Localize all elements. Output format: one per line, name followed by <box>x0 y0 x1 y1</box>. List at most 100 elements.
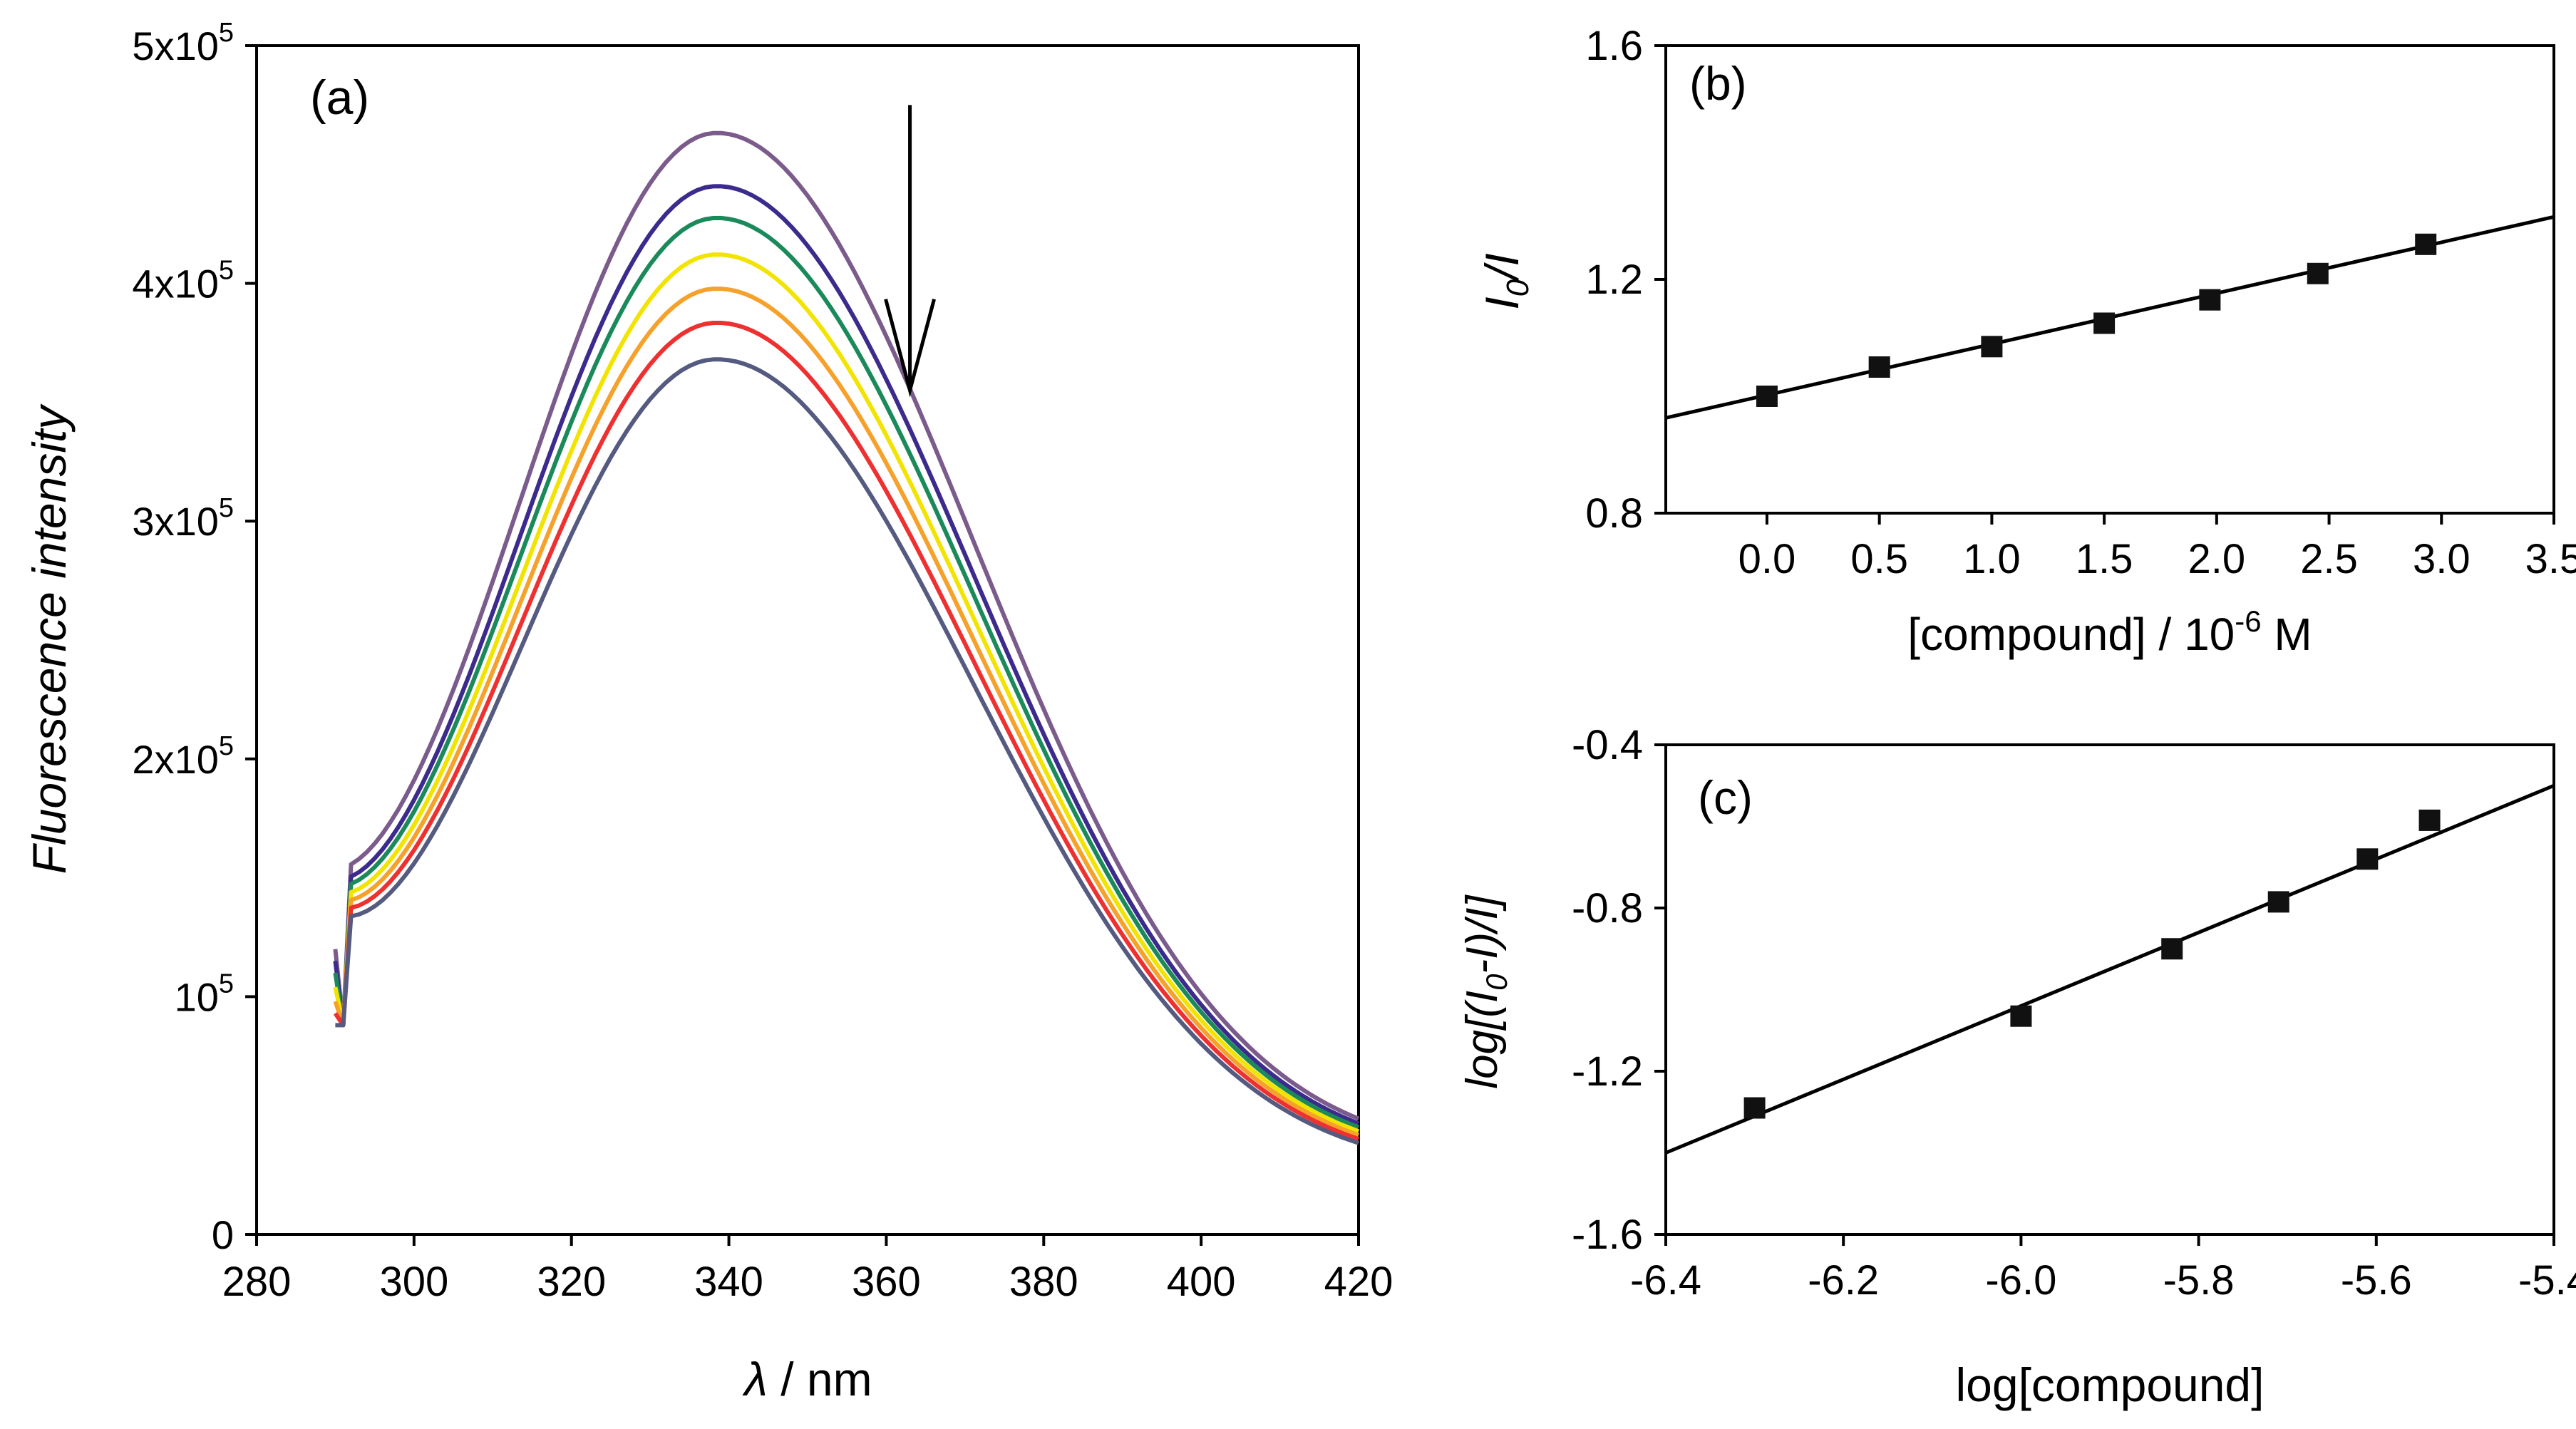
a-y-tick-base: 0 <box>212 1212 234 1257</box>
a-x-tick-label: 400 <box>1167 1259 1236 1305</box>
b-data-point <box>1981 336 2003 358</box>
panel-c-x-axis-label: log[compound] <box>1956 1358 2265 1411</box>
b-data-point <box>1868 356 1890 378</box>
c-x-tick-label: -6.2 <box>1808 1257 1879 1304</box>
quench-arrow-head <box>884 299 936 398</box>
panel-c: -6.4 -6.2 -6.0 -5.8 -5.6 -5.4 -1.6 -1.2 -0.8 -0.4… <box>1458 722 2576 1411</box>
b-xlabel-exp: -6 <box>2235 604 2261 638</box>
panel-b: 0.0 0.5 1.0 1.5 2.0 2.5 3.0 3.50.81.21.6 (b) I0… <box>1475 23 2576 660</box>
b-x-tick-label: 0.5 <box>1850 536 1908 582</box>
a-x-tick-label: 340 <box>694 1259 763 1305</box>
panel-a-plot-frame <box>255 44 1360 1236</box>
c-y-tick-label: -1.6 <box>1572 1212 1643 1258</box>
a-y-tick-exp: 5 <box>219 18 234 48</box>
b-data-point <box>2199 289 2221 311</box>
panel-c-label: (c) <box>1698 771 1753 824</box>
c-y-tick-label: -0.4 <box>1572 722 1643 768</box>
spectrum-curve-2 <box>333 184 1360 1126</box>
b-x-tick-label: 3.5 <box>2525 536 2576 582</box>
a-y-tick-exp: 5 <box>219 731 234 761</box>
b-y-tick-label: 1.6 <box>1585 23 1643 69</box>
a-y-tick-exp: 5 <box>219 493 234 523</box>
b-ylabel-main: I <box>1475 296 1528 309</box>
x-axis-unit: / nm <box>768 1353 872 1405</box>
a-x-tick-label: 360 <box>852 1259 921 1305</box>
panel-a-y-axis-label: Fluorescence intensity <box>23 403 76 875</box>
panel-b-y-axis-label: I0/I <box>1475 253 1535 310</box>
a-y-tick-label: 3x105 <box>132 493 234 544</box>
panel-a: 280 300 320 340 360 380 400 42001052x1053x1054x… <box>23 18 1393 1405</box>
a-y-tick-label: 2x105 <box>132 731 234 782</box>
a-y-tick-exp: 5 <box>219 969 234 999</box>
panel-c-marks <box>1665 783 2555 1155</box>
a-x-tick-label: 420 <box>1324 1259 1393 1305</box>
a-y-tick-label: 0 <box>212 1212 234 1257</box>
a-y-tick-base: 4x10 <box>132 262 218 306</box>
a-y-tick-label: 4x105 <box>132 256 234 306</box>
b-ylabel-tail: /I <box>1475 253 1528 282</box>
panel-b-plot-frame <box>1664 44 2555 515</box>
panel-b-marks <box>1665 215 2555 420</box>
c-y-tick-label: -0.8 <box>1572 885 1643 932</box>
panel-a-label: (a) <box>310 71 369 125</box>
spectrum-curve-6 <box>333 321 1360 1142</box>
panel-b-label: (b) <box>1689 57 1747 110</box>
c-x-tick-label: -6.4 <box>1630 1257 1701 1304</box>
a-y-tick-base: 3x10 <box>132 499 218 544</box>
c-data-point <box>2418 809 2441 831</box>
panel-c-plot-frame <box>1664 743 2555 1236</box>
panel-a-ticks: 280 300 320 340 360 380 400 42001052x1053x1054x… <box>132 18 1393 1305</box>
c-fit-line <box>1665 783 2555 1155</box>
b-x-tick-label: 1.5 <box>2076 536 2133 582</box>
lambda-symbol: λ <box>742 1353 767 1405</box>
a-x-tick-label: 280 <box>222 1259 292 1305</box>
c-ylabel-post: -I)/I] <box>1458 894 1507 974</box>
panel-c-ticks: -6.4 -6.2 -6.0 -5.8 -5.6 -5.4 -1.6 -1.2 -0.8 -0.4 <box>1572 722 2576 1304</box>
b-data-point <box>2307 262 2329 284</box>
a-x-tick-label: 300 <box>379 1259 448 1305</box>
panel-b-x-axis-label: [compound] / 10-6 M <box>1907 604 2312 660</box>
b-y-tick-label: 0.8 <box>1585 490 1643 537</box>
spectrum-curve-1 <box>333 130 1360 1121</box>
c-data-point <box>2356 848 2379 870</box>
a-x-tick-label: 320 <box>537 1259 606 1305</box>
a-x-tick-label: 380 <box>1009 1259 1078 1305</box>
b-data-point <box>2093 312 2116 334</box>
b-x-tick-label: 2.5 <box>2300 536 2358 582</box>
panel-a-curves <box>333 130 1360 1145</box>
a-y-tick-label: 105 <box>175 969 234 1019</box>
c-x-tick-label: -6.0 <box>1985 1257 2056 1304</box>
c-x-tick-label: -5.8 <box>2163 1257 2235 1304</box>
b-x-tick-label: 3.0 <box>2413 536 2471 582</box>
c-y-tick-label: -1.2 <box>1572 1048 1643 1095</box>
a-y-tick-label: 5x105 <box>132 18 234 68</box>
c-data-point <box>1743 1097 1766 1119</box>
spectrum-curve-7 <box>335 357 1359 1145</box>
panel-a-x-axis-label: λ / nm <box>742 1353 872 1405</box>
spectrum-curve-4 <box>333 252 1360 1134</box>
c-x-tick-label: -5.6 <box>2341 1257 2412 1304</box>
spectrum-curve-3 <box>333 215 1360 1130</box>
c-data-point <box>2010 1005 2032 1027</box>
c-x-tick-label: -5.4 <box>2518 1257 2576 1304</box>
b-data-point <box>1756 386 1778 407</box>
a-y-tick-base: 2x10 <box>132 737 218 782</box>
c-ylabel-sub: 0 <box>1480 974 1513 991</box>
b-xlabel-main: [compound] / 10 <box>1907 609 2235 660</box>
c-data-point <box>2161 938 2183 960</box>
b-x-tick-label: 0.0 <box>1738 536 1796 582</box>
c-ylabel-pre: log[(I <box>1458 991 1507 1089</box>
b-data-point <box>2415 233 2437 255</box>
b-x-tick-label: 2.0 <box>2188 536 2246 582</box>
a-y-tick-exp: 5 <box>219 256 234 286</box>
a-y-tick-base: 5x10 <box>132 24 218 68</box>
b-y-tick-label: 1.2 <box>1585 257 1643 303</box>
c-data-point <box>2267 891 2289 913</box>
quench-arrow <box>884 105 936 398</box>
a-y-tick-base: 10 <box>175 974 219 1019</box>
panel-b-ticks: 0.0 0.5 1.0 1.5 2.0 2.5 3.0 3.5 0.8 1.2 1.6 <box>1585 23 2576 582</box>
spectrum-curve-5 <box>333 287 1360 1137</box>
b-xlabel-tail: M <box>2262 609 2312 660</box>
b-x-tick-label: 1.0 <box>1963 536 2021 582</box>
